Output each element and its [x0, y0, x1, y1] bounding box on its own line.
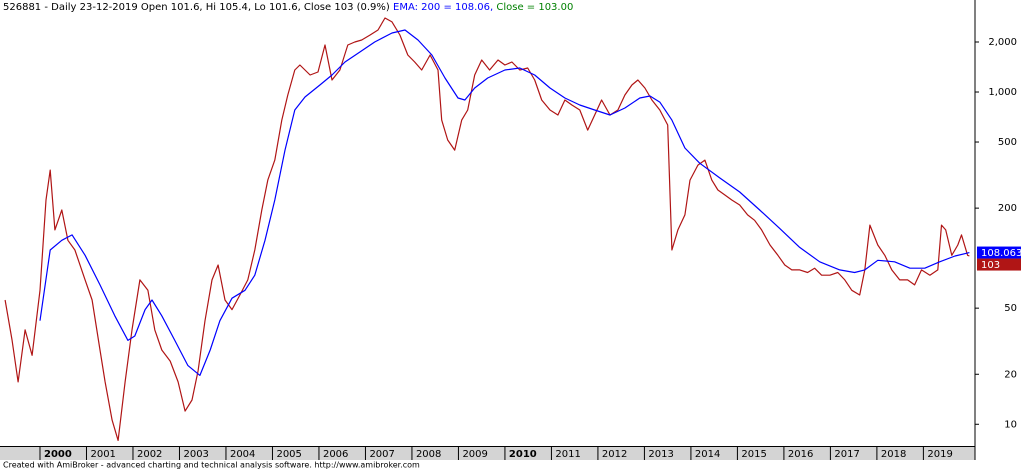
close-annotation: Close = 103.00 — [496, 2, 573, 13]
x-tick-label: 2015 — [741, 449, 766, 460]
last-value-box — [977, 258, 1021, 271]
x-tick-label: 2010 — [509, 449, 537, 460]
last-value-box — [977, 246, 1021, 259]
y-tick-label: 10 — [1004, 419, 1017, 430]
y-tick-label: 500 — [998, 137, 1017, 148]
x-tick-label: 2018 — [881, 449, 906, 460]
y-tick-label: 2,000 — [988, 37, 1017, 48]
last-value-label: 108.063 — [981, 248, 1022, 259]
x-tick-label: 2012 — [602, 449, 627, 460]
last-value-label: 103 — [981, 260, 1000, 271]
x-tick-label: 2019 — [927, 449, 952, 460]
x-tick-label: 2003 — [183, 449, 208, 460]
x-axis-band — [0, 447, 975, 460]
chart-header: 526881 - Daily 23-12-2019 Open 101.6, Hi… — [3, 2, 573, 13]
x-tick-label: 2002 — [137, 449, 162, 460]
x-tick-label: 2007 — [369, 449, 394, 460]
x-tick-label: 2017 — [834, 449, 859, 460]
x-tick-label: 2004 — [230, 449, 255, 460]
x-tick-label: 2016 — [788, 449, 813, 460]
ema-annotation: EMA: 200 = 108.06, — [393, 2, 493, 13]
y-tick-label: 20 — [1004, 369, 1017, 380]
y-tick-label: 1,000 — [988, 87, 1017, 98]
price-line — [4, 17, 970, 441]
x-tick-label: 2001 — [90, 449, 115, 460]
x-tick-label: 2008 — [416, 449, 441, 460]
x-tick-label: 2014 — [695, 449, 720, 460]
x-tick-label: 2013 — [648, 449, 673, 460]
footer: Created with AmiBroker - advanced charti… — [3, 461, 420, 470]
x-tick-label: 2000 — [44, 449, 72, 460]
price-line — [39, 29, 970, 376]
y-tick-label: 200 — [998, 203, 1017, 214]
header-text: 526881 - Daily 23-12-2019 Open 101.6, Hi… — [3, 2, 390, 13]
y-tick-label: 50 — [1004, 303, 1017, 314]
x-tick-label: 2005 — [276, 449, 301, 460]
x-tick-label: 2009 — [462, 449, 487, 460]
plot-area — [4, 17, 970, 441]
x-tick-label: 2011 — [555, 449, 580, 460]
x-tick-label: 2006 — [323, 449, 348, 460]
